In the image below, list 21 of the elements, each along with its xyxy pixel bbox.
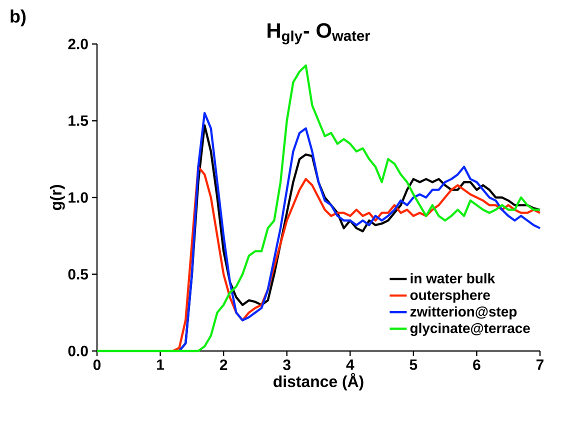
x-tick-label: 5 <box>410 360 418 370</box>
chart-title: H$_{gly}$- O$_{water}$ <box>268 23 370 44</box>
x-tick-label: 2 <box>220 360 228 370</box>
y-tick-label: 1.5 <box>68 116 88 126</box>
y-tick-label: 2.0 <box>68 38 88 50</box>
legend-label: outersphere <box>410 290 490 303</box>
legend-label: in water bulk <box>410 273 496 284</box>
y-axis-title: g(r) <box>50 185 65 210</box>
y-tick-label: 0.0 <box>68 346 88 356</box>
x-tick-label: 1 <box>157 360 164 370</box>
y-tick-label: 0.5 <box>68 268 88 280</box>
x-tick-label: 3 <box>283 360 290 370</box>
y-tick-label: 1.0 <box>68 192 88 203</box>
text: b) <box>10 10 26 26</box>
x-tick-label: 6 <box>473 360 480 370</box>
x-axis-title: distance (Å) <box>274 372 364 390</box>
legend-label: zwitterion@step <box>410 306 517 320</box>
x-tick-label: 0 <box>93 360 101 370</box>
x-tick-label: 4 <box>346 360 354 370</box>
legend-label: glycinate@terrace <box>410 322 530 336</box>
x-tick-label: 7 <box>536 360 544 370</box>
